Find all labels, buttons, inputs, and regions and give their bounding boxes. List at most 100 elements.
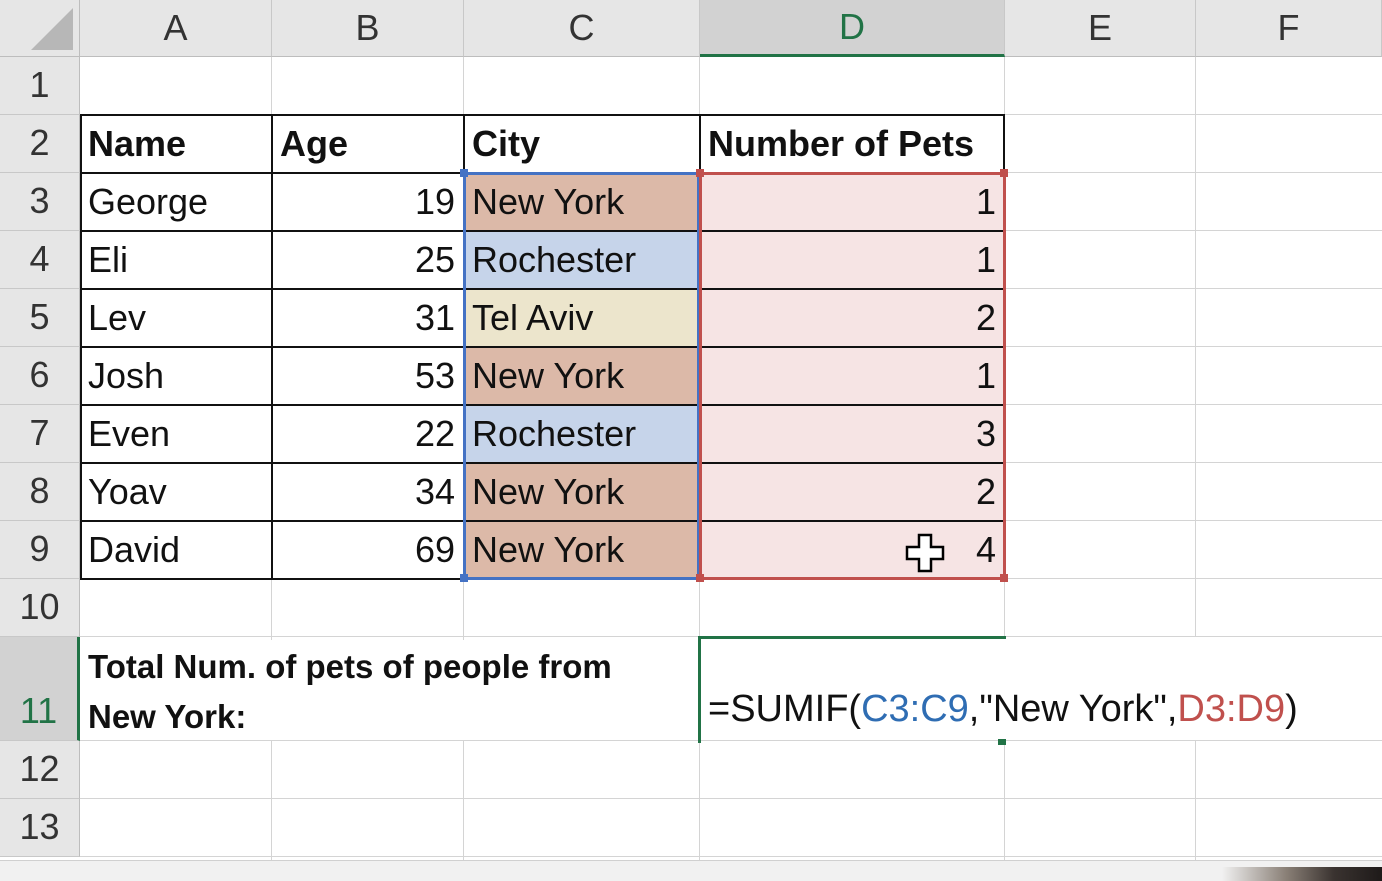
cell-city[interactable]: New York	[472, 181, 625, 222]
gridline	[1195, 57, 1196, 860]
table-border	[80, 288, 1005, 290]
formula-range-pets[interactable]: D3:D9	[1177, 688, 1286, 730]
formula-prefix: =SUMIF(	[708, 688, 862, 730]
gridline	[80, 798, 1382, 799]
total-label-line2: New York:	[88, 698, 247, 735]
row-header-3[interactable]: 3	[0, 173, 80, 231]
total-label-cell[interactable]: Total Num. of pets of people from New Yo…	[81, 640, 698, 740]
cell-city[interactable]: New York	[472, 471, 625, 512]
cell-age[interactable]: 31	[414, 297, 455, 338]
table-border	[80, 230, 1005, 232]
range-handle-icon[interactable]	[696, 574, 704, 582]
range-d3-d9-border	[699, 577, 1006, 580]
row-header-6[interactable]: 6	[0, 347, 80, 405]
cell-age[interactable]: 22	[414, 413, 455, 454]
cell-name[interactable]: Josh	[88, 355, 165, 396]
cell-age[interactable]: 69	[414, 529, 455, 570]
formula-criteria: ,"New York",	[968, 688, 1178, 730]
cell-name[interactable]: Yoav	[88, 471, 167, 512]
cell-name[interactable]: Eli	[88, 239, 129, 280]
formula-suffix: )	[1285, 688, 1298, 730]
row-header-12[interactable]: 12	[0, 741, 80, 799]
row-header-10[interactable]: 10	[0, 579, 80, 637]
cell-name[interactable]: Lev	[88, 297, 147, 338]
fill-handle-icon[interactable]	[998, 739, 1006, 745]
row-header-9[interactable]: 9	[0, 521, 80, 579]
range-handle-icon[interactable]	[696, 169, 704, 177]
row-header-11[interactable]: 11	[0, 637, 80, 741]
row-header-7[interactable]: 7	[0, 405, 80, 463]
column-header-a[interactable]: A	[80, 0, 272, 57]
total-label-line1: Total Num. of pets of people from	[88, 648, 612, 685]
range-handle-icon[interactable]	[460, 169, 468, 177]
gridline	[80, 856, 1382, 857]
range-c3-c9-border	[463, 172, 700, 175]
cell-name[interactable]: David	[88, 529, 181, 570]
gridline	[80, 740, 1382, 741]
table-border	[80, 114, 82, 580]
table-border	[271, 114, 273, 580]
row-header-2[interactable]: 2	[0, 115, 80, 173]
cell-age[interactable]: 53	[414, 355, 455, 396]
cell-city[interactable]: New York	[472, 529, 625, 570]
range-handle-icon[interactable]	[1000, 574, 1008, 582]
city-fill-new-york	[464, 521, 699, 578]
city-fill-rochester	[464, 231, 699, 288]
range-d3-d9-border	[699, 172, 702, 580]
header-number-of-pets[interactable]: Number of Pets	[708, 123, 975, 164]
cell-pets[interactable]: 3	[975, 413, 996, 454]
city-fill-rochester	[464, 405, 699, 462]
column-header-f[interactable]: F	[1196, 0, 1382, 57]
bottom-edge-strip	[0, 860, 1382, 881]
range-handle-icon[interactable]	[460, 574, 468, 582]
select-all-triangle-icon	[31, 8, 73, 50]
cell-city[interactable]: Rochester	[472, 239, 637, 280]
pets-range-fill	[700, 173, 1004, 578]
range-c3-c9-border	[697, 172, 700, 580]
cell-city[interactable]: Rochester	[472, 413, 637, 454]
formula-edit-area	[700, 637, 1382, 740]
column-header-c[interactable]: C	[464, 0, 700, 57]
column-header-d[interactable]: D	[700, 0, 1005, 57]
table-border	[80, 114, 1005, 116]
cell-city[interactable]: New York	[472, 355, 625, 396]
background-photo-edge	[1222, 867, 1382, 881]
cell-name[interactable]: George	[88, 181, 209, 222]
range-d3-d9-border	[699, 172, 1006, 175]
cell-pets[interactable]: 4	[975, 529, 996, 570]
row-header-13[interactable]: 13	[0, 799, 80, 857]
range-handle-icon[interactable]	[1000, 169, 1008, 177]
city-fill-new-york	[464, 173, 699, 230]
cell-age[interactable]: 34	[414, 471, 455, 512]
cell-pets[interactable]: 1	[975, 181, 996, 222]
row-header-8[interactable]: 8	[0, 463, 80, 521]
column-header-b[interactable]: B	[272, 0, 464, 57]
row-header-4[interactable]: 4	[0, 231, 80, 289]
formula-range-city[interactable]: C3:C9	[861, 688, 969, 730]
cell-city[interactable]: Tel Aviv	[472, 297, 594, 338]
header-name[interactable]: Name	[88, 123, 187, 164]
column-header-e[interactable]: E	[1005, 0, 1196, 57]
row-header-1[interactable]: 1	[0, 57, 80, 115]
city-fill-new-york	[464, 463, 699, 520]
city-fill-new-york	[464, 347, 699, 404]
range-c3-c9-border	[463, 577, 700, 580]
row-header-5[interactable]: 5	[0, 289, 80, 347]
cell-pets[interactable]: 1	[975, 239, 996, 280]
cell-pets[interactable]: 2	[975, 471, 996, 512]
header-city[interactable]: City	[472, 123, 541, 164]
cell-pets[interactable]: 2	[975, 297, 996, 338]
cell-name[interactable]: Even	[88, 413, 171, 454]
city-fill-tel-aviv	[464, 289, 699, 346]
header-age[interactable]: Age	[280, 123, 349, 164]
active-cell-border	[698, 636, 701, 743]
cell-d11-formula-editor[interactable]: =SUMIF(C3:C9 ,"New York", D3:D9)	[700, 637, 1382, 741]
cell-age[interactable]: 25	[414, 239, 455, 280]
spreadsheet-grid[interactable]: A B C D E F 1 2 3 4 5 6 7 8 9 10 11 12 1…	[0, 0, 1382, 860]
cell-pets[interactable]: 1	[975, 355, 996, 396]
range-c3-c9-border	[463, 172, 466, 580]
table-border	[80, 462, 1005, 464]
select-all-corner[interactable]	[0, 0, 80, 57]
cell-age[interactable]: 19	[414, 181, 455, 222]
table-border	[80, 520, 1005, 522]
